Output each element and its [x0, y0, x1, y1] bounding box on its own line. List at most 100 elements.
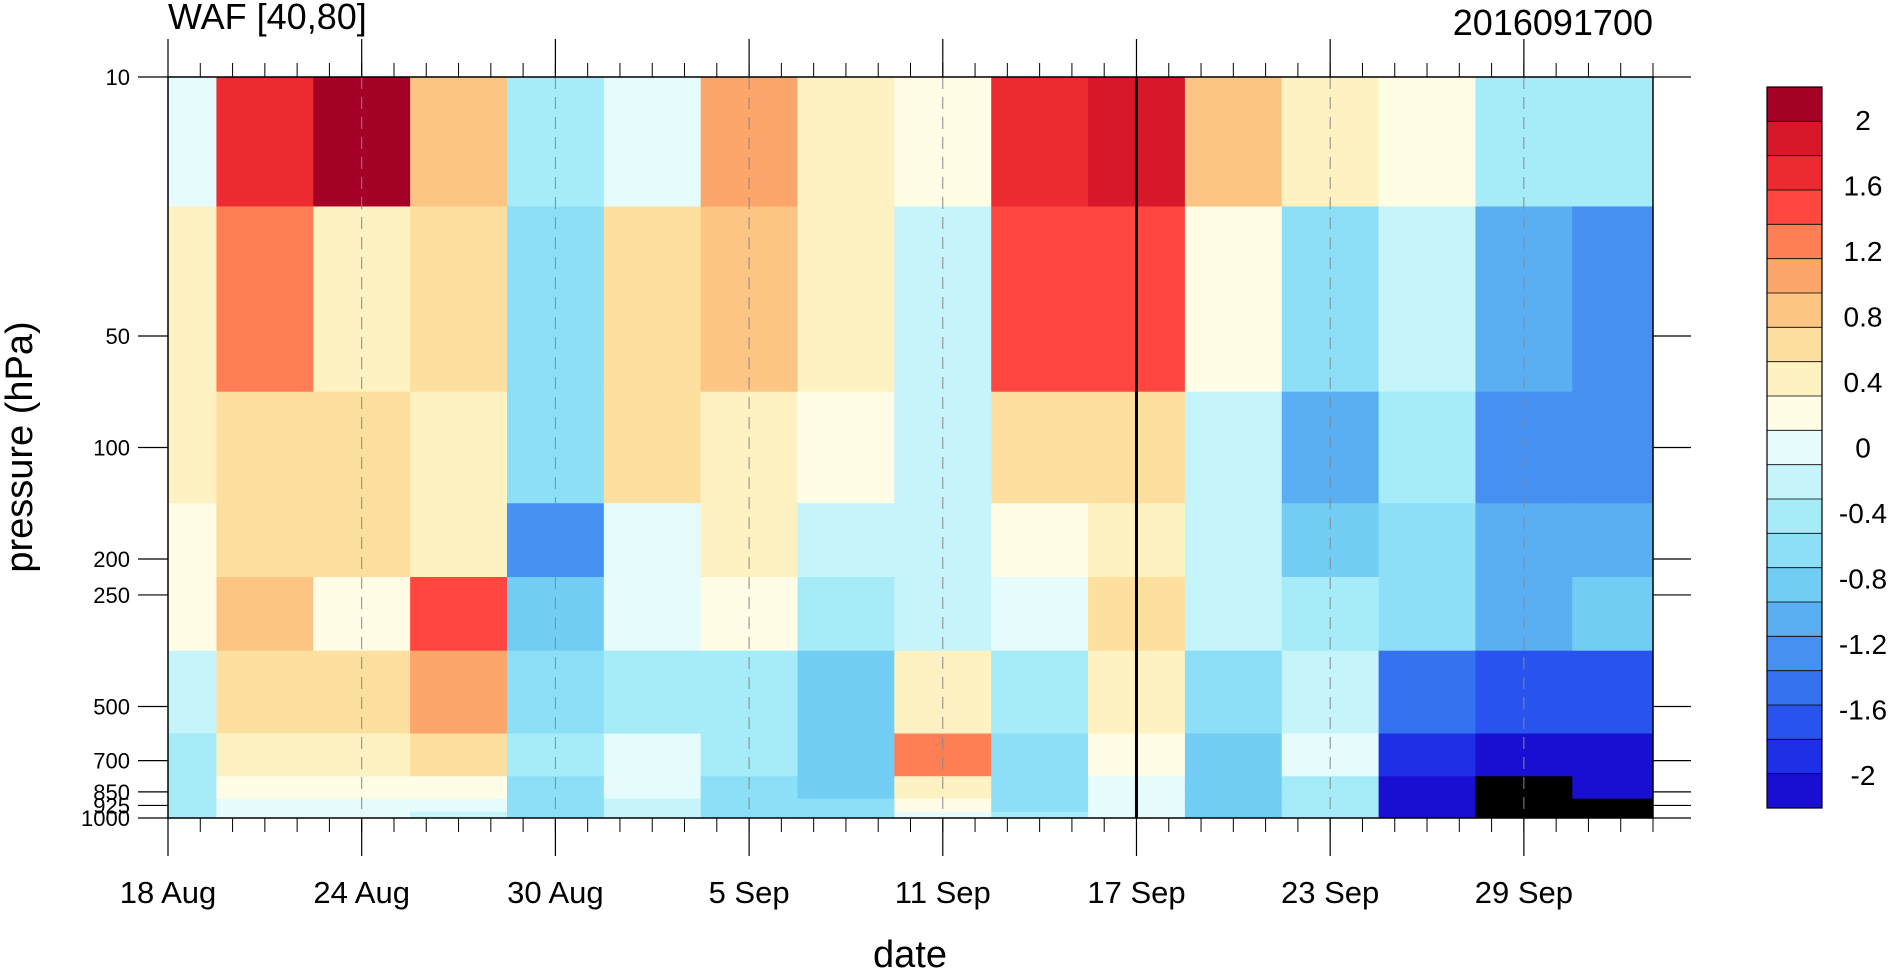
heatmap-cell	[1572, 733, 1653, 777]
heatmap-cell	[410, 811, 508, 818]
colorbar-box	[1767, 670, 1822, 706]
x-tick-label: 5 Sep	[709, 875, 790, 910]
heatmap-cell	[1378, 811, 1477, 818]
heatmap-cell	[603, 798, 702, 813]
heatmap-cell	[991, 776, 1089, 800]
y-tick-label: 100	[93, 436, 130, 461]
heatmap-cell	[216, 503, 314, 578]
heatmap-cell	[1184, 77, 1283, 208]
y-tick-label: 10	[106, 65, 130, 90]
heatmap-cell	[1378, 77, 1477, 208]
colorbar-label: -0.8	[1839, 564, 1887, 595]
heatmap-cell	[168, 503, 218, 578]
heatmap-cell	[1572, 811, 1653, 818]
heatmap-cell	[1378, 650, 1477, 735]
colorbar: 2 1.6 1.2 0.8 0.4 0 -0.4 -0.8 -1.2 -1.6 -2	[1766, 86, 1887, 809]
y-tick-label: 250	[93, 583, 130, 608]
heatmap-cell	[797, 503, 895, 578]
heatmap-cell	[991, 206, 1089, 393]
heatmap-cell	[168, 811, 218, 818]
colorbar-box	[1767, 602, 1822, 637]
colorbar-label: -2	[1851, 760, 1876, 791]
colorbar-label: 1.2	[1844, 236, 1883, 267]
colorbar-box	[1767, 396, 1822, 431]
heatmap-cell	[1184, 576, 1283, 652]
colorbar-label: 0.4	[1844, 367, 1883, 398]
chart-title: WAF [40,80]	[168, 0, 367, 37]
y-tick-label: 700	[93, 749, 130, 774]
heatmap-cell	[410, 733, 508, 777]
heatmap-cell	[168, 650, 218, 735]
heatmap-cell	[506, 811, 605, 818]
heatmap-cell	[797, 77, 895, 208]
heatmap-cell	[1184, 776, 1283, 800]
colorbar-box	[1767, 533, 1822, 569]
colorbar-label: 0	[1855, 433, 1871, 464]
y-tick-label: 1000	[81, 806, 130, 831]
heatmap-cell	[1184, 503, 1283, 578]
colorbar-box	[1767, 705, 1822, 740]
heatmap-cell	[991, 798, 1089, 813]
heatmap-cell	[168, 576, 218, 652]
heatmap-cell	[168, 391, 218, 504]
heatmap-cell	[700, 811, 799, 818]
heatmap-cell	[991, 391, 1089, 504]
heatmap-cell	[991, 733, 1089, 777]
colorbar-frame	[1766, 86, 1823, 809]
heatmap-cell	[216, 77, 314, 208]
heatmap-cell	[216, 798, 314, 813]
heatmap-cell	[1572, 776, 1653, 800]
heatmap-cell	[603, 503, 702, 578]
heatmap-cell	[797, 576, 895, 652]
heatmap-cell	[1572, 391, 1653, 504]
colorbar-label: -1.2	[1839, 629, 1887, 660]
heatmap-cell	[216, 576, 314, 652]
heatmap-cell	[216, 776, 314, 800]
colorbar-label: -1.6	[1839, 695, 1887, 726]
heatmap-cell	[991, 650, 1089, 735]
colorbar-box	[1767, 121, 1822, 157]
y-axis-title: pressure (hPa)	[0, 321, 41, 572]
heatmap-cell	[168, 776, 218, 800]
heatmap-cell	[410, 798, 508, 813]
x-tick-label: 23 Sep	[1281, 875, 1379, 910]
heatmap-cell	[797, 811, 895, 818]
colorbar-box	[1767, 190, 1822, 225]
heatmap-cell	[216, 650, 314, 735]
heatmap-cell	[1184, 206, 1283, 393]
colorbar-box	[1767, 464, 1822, 500]
heatmap-cell	[1572, 650, 1653, 735]
colorbar-box	[1767, 773, 1822, 809]
heatmap-cell	[797, 650, 895, 735]
heatmap-cell	[410, 776, 508, 800]
heatmap-cell	[603, 811, 702, 818]
heatmap-cell	[168, 206, 218, 393]
heatmap-cell	[1378, 503, 1477, 578]
colorbar-box	[1767, 567, 1822, 603]
heatmap-cell	[410, 650, 508, 735]
heatmap-cell	[603, 650, 702, 735]
colorbar-box	[1767, 499, 1822, 534]
y-tick-label: 200	[93, 547, 130, 572]
heatmap-cell	[1572, 576, 1653, 652]
heatmap-cell	[216, 391, 314, 504]
x-tick-label: 17 Sep	[1087, 875, 1185, 910]
heatmap-cell	[797, 391, 895, 504]
heatmap-cell	[1378, 798, 1477, 813]
heatmap-cell	[603, 776, 702, 800]
heatmap-cell	[1475, 811, 1573, 818]
heatmap-cell	[216, 206, 314, 393]
heatmap-cell	[410, 576, 508, 652]
heatmap-cell	[1378, 776, 1477, 800]
heatmap-cell	[1378, 391, 1477, 504]
heatmap-cell	[991, 576, 1089, 652]
heatmap-cell	[894, 811, 992, 818]
heatmap-cell	[1378, 733, 1477, 777]
colorbar-label: 2	[1855, 105, 1871, 136]
y-tick-label: 50	[106, 324, 130, 349]
heatmap-cell	[991, 811, 1089, 818]
colorbar-label: -0.4	[1839, 498, 1887, 529]
heatmap-cell	[168, 733, 218, 777]
heatmap-cell	[410, 77, 508, 208]
heatmap-cell	[1184, 391, 1283, 504]
